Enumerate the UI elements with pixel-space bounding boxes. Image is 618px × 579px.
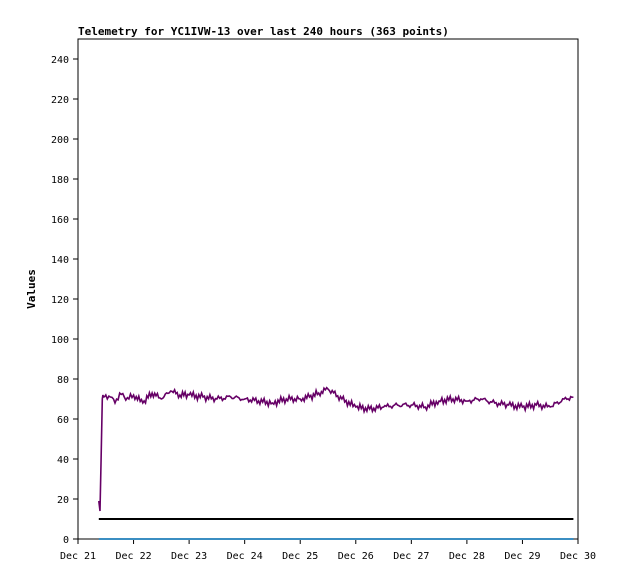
series-line-0: [98, 386, 574, 512]
y-tick-label: 120: [51, 295, 69, 306]
y-tick-label: 200: [51, 135, 69, 146]
y-tick-label: 180: [51, 175, 69, 186]
x-axis: Dec 21 Dec 22 Dec 23 Dec 24 Dec 25 Dec 26 Dec …: [60, 539, 596, 562]
y-tick-label: 220: [51, 95, 69, 106]
x-tick-label: Dec 30: [560, 551, 596, 562]
x-tick-label: Dec 24: [227, 551, 263, 562]
x-tick-label: Dec 25: [282, 551, 318, 562]
y-tick-label: 60: [57, 415, 69, 426]
y-tick-label: 80: [57, 375, 69, 386]
plot-area: [77, 38, 579, 540]
y-tick-label: 240: [51, 55, 69, 66]
x-tick-label: Dec 21: [60, 551, 96, 562]
y-axis-label: Values: [25, 269, 38, 309]
y-tick-label: 20: [57, 495, 69, 506]
y-tick-label: 0: [63, 535, 69, 546]
y-tick-label: 100: [51, 335, 69, 346]
x-tick-label: Dec 27: [393, 551, 429, 562]
x-tick-label: Dec 23: [171, 551, 207, 562]
series-group: [98, 386, 574, 540]
x-tick-label: Dec 22: [115, 551, 151, 562]
chart-title: Telemetry for YC1IVW-13 over last 240 ho…: [78, 25, 449, 38]
x-tick-label: Dec 26: [338, 551, 374, 562]
x-tick-label: Dec 28: [449, 551, 485, 562]
y-tick-label: 160: [51, 215, 69, 226]
y-tick-label: 40: [57, 455, 69, 466]
y-axis: 0 20 40 60 80 100 120 140 160 180 200 220 240: [51, 55, 78, 546]
x-tick-label: Dec 29: [504, 551, 540, 562]
y-tick-label: 140: [51, 255, 69, 266]
